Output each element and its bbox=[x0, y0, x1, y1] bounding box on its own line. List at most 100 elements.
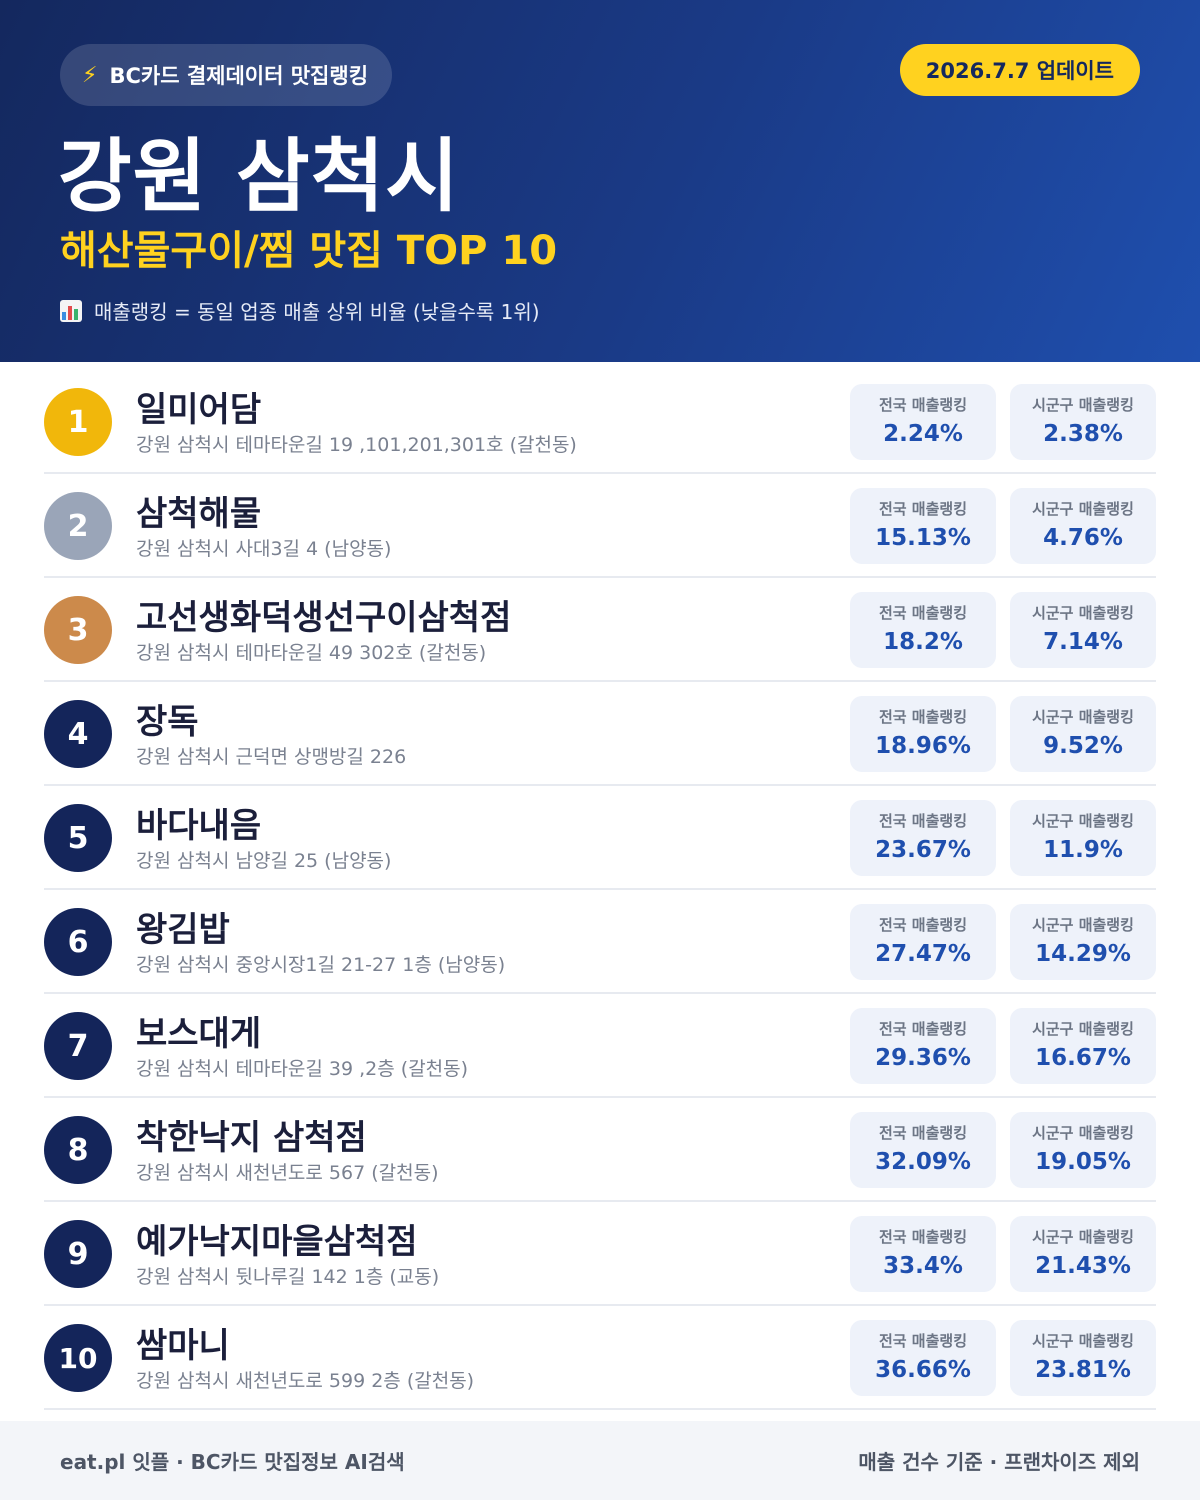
local-ranking-label: 시군구 매출랭킹 bbox=[1032, 1124, 1134, 1142]
local-ranking-card: 시군구 매출랭킹 9.52% bbox=[1010, 696, 1156, 772]
rank-badge: 8 bbox=[44, 1116, 112, 1184]
restaurant-name[interactable]: 보스대게 bbox=[136, 1014, 262, 1054]
national-ranking-label: 전국 매출랭킹 bbox=[878, 1228, 968, 1246]
local-ranking-value: 23.81% bbox=[1035, 1357, 1131, 1383]
local-ranking-value: 19.05% bbox=[1035, 1149, 1131, 1175]
restaurant-name[interactable]: 쌈마니 bbox=[136, 1326, 230, 1366]
rank-badge: 6 bbox=[44, 908, 112, 976]
national-ranking-label: 전국 매출랭킹 bbox=[878, 812, 968, 830]
local-ranking-label: 시군구 매출랭킹 bbox=[1032, 1228, 1134, 1246]
lightning-bolt-icon: ⚡ bbox=[82, 62, 98, 88]
national-ranking-label: 전국 매출랭킹 bbox=[878, 1124, 968, 1142]
national-ranking-value: 23.67% bbox=[875, 837, 971, 863]
local-ranking-card: 시군구 매출랭킹 23.81% bbox=[1010, 1320, 1156, 1396]
national-ranking-value: 2.24% bbox=[883, 421, 963, 447]
national-ranking-card: 전국 매출랭킹 18.2% bbox=[850, 592, 996, 668]
national-ranking-label: 전국 매출랭킹 bbox=[878, 604, 968, 622]
source-chip-label: BC카드 결제데이터 맛집랭킹 bbox=[109, 64, 369, 88]
local-ranking-value: 7.14% bbox=[1043, 629, 1123, 655]
local-ranking-card: 시군구 매출랭킹 19.05% bbox=[1010, 1112, 1156, 1188]
local-ranking-card: 시군구 매출랭킹 14.29% bbox=[1010, 904, 1156, 980]
local-ranking-card: 시군구 매출랭킹 7.14% bbox=[1010, 592, 1156, 668]
ranking-note-text: 매출랭킹 = 동일 업종 매출 상위 비율 (낮을수록 1위) bbox=[94, 300, 540, 324]
restaurant-row[interactable]: 9 예가낙지마을삼척점 강원 삼척시 뒷나루길 142 1층 (교동) 전국 매출랭킹… bbox=[44, 1202, 1156, 1306]
restaurant-name[interactable]: 착한낙지 삼척점 bbox=[136, 1118, 367, 1158]
local-ranking-label: 시군구 매출랭킹 bbox=[1032, 396, 1134, 414]
rank-badge: 7 bbox=[44, 1012, 112, 1080]
national-ranking-label: 전국 매출랭킹 bbox=[878, 708, 968, 726]
rank-badge: 1 bbox=[44, 388, 112, 456]
restaurant-name[interactable]: 바다내음 bbox=[136, 806, 262, 846]
rank-badge: 2 bbox=[44, 492, 112, 560]
national-ranking-value: 36.66% bbox=[875, 1357, 971, 1383]
local-ranking-card: 시군구 매출랭킹 2.38% bbox=[1010, 384, 1156, 460]
restaurant-address: 강원 삼척시 사대3길 4 (남양동) bbox=[136, 538, 392, 560]
restaurant-address: 강원 삼척시 테마타운길 49 302호 (갈천동) bbox=[136, 642, 487, 664]
local-ranking-card: 시군구 매출랭킹 4.76% bbox=[1010, 488, 1156, 564]
national-ranking-card: 전국 매출랭킹 15.13% bbox=[850, 488, 996, 564]
national-ranking-label: 전국 매출랭킹 bbox=[878, 916, 968, 934]
national-ranking-card: 전국 매출랭킹 29.36% bbox=[850, 1008, 996, 1084]
rank-badge: 3 bbox=[44, 596, 112, 664]
local-ranking-card: 시군구 매출랭킹 16.67% bbox=[1010, 1008, 1156, 1084]
page-subtitle: 해산물구이/찜 맛집 TOP 10 bbox=[60, 228, 558, 274]
restaurant-address: 강원 삼척시 새천년도로 567 (갈천동) bbox=[136, 1162, 439, 1184]
restaurant-address: 강원 삼척시 테마타운길 39 ,2층 (갈천동) bbox=[136, 1058, 469, 1080]
footer: eat.pl 잇플 · BC카드 맛집정보 AI검색 매출 건수 기준 · 프랜… bbox=[0, 1421, 1200, 1500]
rank-badge: 4 bbox=[44, 700, 112, 768]
local-ranking-label: 시군구 매출랭킹 bbox=[1032, 500, 1134, 518]
local-ranking-label: 시군구 매출랭킹 bbox=[1032, 812, 1134, 830]
local-ranking-value: 4.76% bbox=[1043, 525, 1123, 551]
restaurant-name[interactable]: 왕김밥 bbox=[136, 910, 230, 950]
national-ranking-card: 전국 매출랭킹 23.67% bbox=[850, 800, 996, 876]
bar-chart-icon bbox=[60, 299, 82, 322]
rank-badge: 9 bbox=[44, 1220, 112, 1288]
national-ranking-label: 전국 매출랭킹 bbox=[878, 500, 968, 518]
restaurant-name[interactable]: 예가낙지마을삼척점 bbox=[136, 1222, 418, 1262]
national-ranking-value: 18.96% bbox=[875, 733, 971, 759]
source-chip: ⚡ BC카드 결제데이터 맛집랭킹 bbox=[60, 44, 393, 106]
national-ranking-card: 전국 매출랭킹 33.4% bbox=[850, 1216, 996, 1292]
local-ranking-card: 시군구 매출랭킹 21.43% bbox=[1010, 1216, 1156, 1292]
restaurant-row[interactable]: 10 쌈마니 강원 삼척시 새천년도로 599 2층 (갈천동) 전국 매출랭킹 36.… bbox=[44, 1306, 1156, 1410]
national-ranking-label: 전국 매출랭킹 bbox=[878, 396, 968, 414]
national-ranking-card: 전국 매출랭킹 2.24% bbox=[850, 384, 996, 460]
restaurant-name[interactable]: 장독 bbox=[136, 702, 199, 742]
header-banner: ⚡ BC카드 결제데이터 맛집랭킹 2026.7.7 업데이트 강원 삼척시 해… bbox=[0, 0, 1200, 362]
national-ranking-card: 전국 매출랭킹 18.96% bbox=[850, 696, 996, 772]
local-ranking-card: 시군구 매출랭킹 11.9% bbox=[1010, 800, 1156, 876]
local-ranking-label: 시군구 매출랭킹 bbox=[1032, 1332, 1134, 1350]
restaurant-name[interactable]: 고선생화덕생선구이삼척점 bbox=[136, 598, 512, 638]
local-ranking-value: 16.67% bbox=[1035, 1045, 1131, 1071]
national-ranking-card: 전국 매출랭킹 27.47% bbox=[850, 904, 996, 980]
national-ranking-card: 전국 매출랭킹 32.09% bbox=[850, 1112, 996, 1188]
local-ranking-label: 시군구 매출랭킹 bbox=[1032, 708, 1134, 726]
restaurant-row[interactable]: 5 바다내음 강원 삼척시 남양길 25 (남양동) 전국 매출랭킹 23.67% 시군구… bbox=[44, 786, 1156, 890]
restaurant-address: 강원 삼척시 근덕면 상맹방길 226 bbox=[136, 746, 407, 768]
local-ranking-value: 2.38% bbox=[1043, 421, 1123, 447]
local-ranking-label: 시군구 매출랭킹 bbox=[1032, 1020, 1134, 1038]
ranking-note: 매출랭킹 = 동일 업종 매출 상위 비율 (낮을수록 1위) bbox=[60, 296, 540, 325]
restaurant-address: 강원 삼척시 중앙시장1길 21-27 1층 (남양동) bbox=[136, 954, 506, 976]
national-ranking-card: 전국 매출랭킹 36.66% bbox=[850, 1320, 996, 1396]
restaurant-name[interactable]: 삼척해물 bbox=[136, 494, 262, 534]
national-ranking-value: 32.09% bbox=[875, 1149, 971, 1175]
national-ranking-value: 33.4% bbox=[883, 1253, 963, 1279]
restaurant-address: 강원 삼척시 남양길 25 (남양동) bbox=[136, 850, 392, 872]
footer-note: 매출 건수 기준 · 프랜차이즈 제외 bbox=[858, 1450, 1140, 1474]
national-ranking-label: 전국 매출랭킹 bbox=[878, 1020, 968, 1038]
footer-brand: eat.pl 잇플 · BC카드 맛집정보 AI검색 bbox=[60, 1450, 405, 1474]
national-ranking-label: 전국 매출랭킹 bbox=[878, 1332, 968, 1350]
national-ranking-value: 15.13% bbox=[875, 525, 971, 551]
restaurant-address: 강원 삼척시 테마타운길 19 ,101,201,301호 (갈천동) bbox=[136, 434, 577, 456]
national-ranking-value: 18.2% bbox=[883, 629, 963, 655]
restaurant-name[interactable]: 일미어담 bbox=[136, 390, 262, 430]
